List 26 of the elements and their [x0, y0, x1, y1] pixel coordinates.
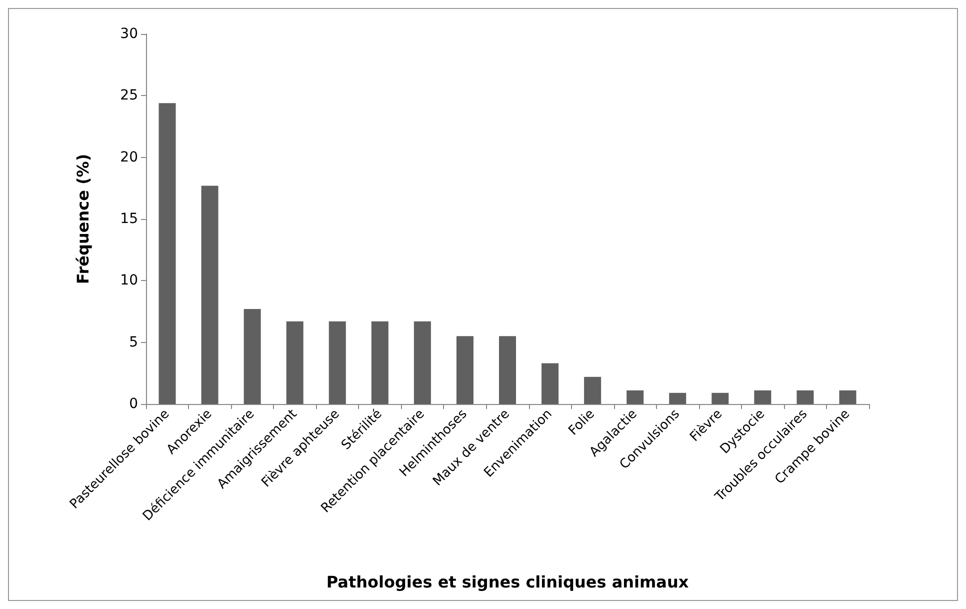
- y-tick-label: 5: [129, 334, 138, 350]
- bar: [244, 309, 261, 404]
- bar: [456, 336, 474, 404]
- bar: [201, 186, 218, 404]
- y-tick-label: 20: [120, 149, 138, 166]
- bar: [371, 321, 388, 404]
- x-axis-title: Pathologies et signes cliniques animaux: [326, 572, 690, 592]
- bar: [584, 376, 602, 404]
- bar: [414, 321, 431, 404]
- bar: [542, 363, 559, 404]
- bar: [839, 390, 856, 404]
- y-tick-label: 25: [120, 88, 138, 104]
- y-axis-title: Fréquence (%): [74, 154, 92, 284]
- bar: [712, 392, 729, 404]
- bar: [158, 103, 176, 404]
- bar: [286, 321, 304, 404]
- bar: [328, 321, 346, 404]
- y-tick-label: 15: [120, 211, 138, 227]
- bar: [754, 390, 772, 404]
- bar: [796, 390, 814, 404]
- y-tick-label: 10: [120, 272, 138, 289]
- y-tick-label: 0: [129, 396, 138, 412]
- bar: [626, 390, 644, 404]
- y-tick-label: 30: [120, 26, 138, 42]
- bar: [498, 336, 516, 404]
- bar: [669, 392, 686, 404]
